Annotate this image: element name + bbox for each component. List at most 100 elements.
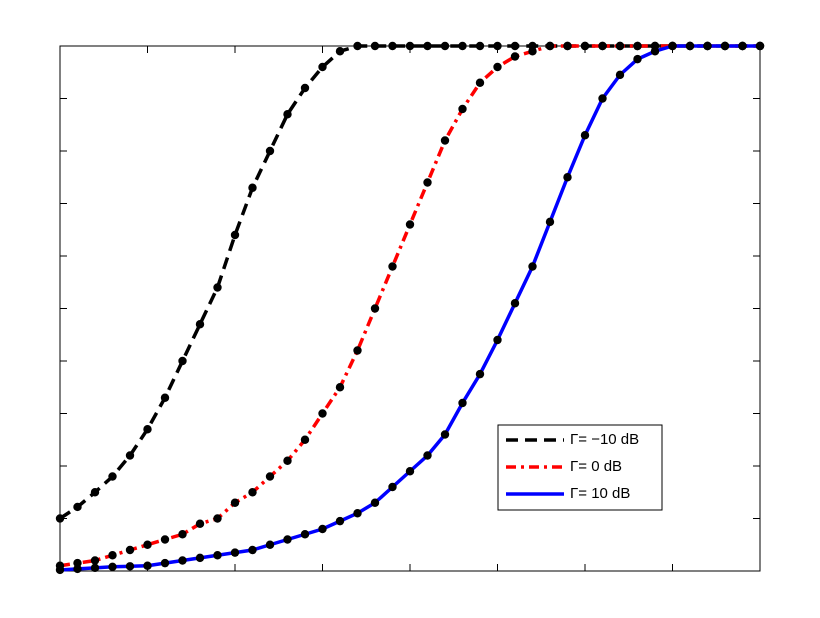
marker xyxy=(615,70,625,80)
marker xyxy=(108,551,117,560)
marker xyxy=(458,41,467,51)
marker xyxy=(650,47,660,56)
marker xyxy=(563,41,572,51)
legend: Γ= −10 dB Γ= 0 dB Γ= 10 dB xyxy=(497,424,663,511)
marker xyxy=(178,530,187,539)
marker xyxy=(633,54,642,64)
marker xyxy=(388,262,397,271)
series-line xyxy=(59,44,760,568)
marker xyxy=(388,41,397,51)
marker xyxy=(300,435,310,444)
marker xyxy=(143,540,152,549)
marker xyxy=(213,283,222,292)
marker xyxy=(318,409,327,418)
marker xyxy=(493,41,502,51)
marker xyxy=(493,335,502,345)
marker xyxy=(335,47,345,56)
marker xyxy=(528,47,537,56)
marker xyxy=(738,41,747,51)
marker xyxy=(318,524,327,534)
marker xyxy=(580,41,590,51)
marker xyxy=(475,369,485,379)
marker xyxy=(195,553,205,563)
marker xyxy=(300,530,310,539)
legend-label: Γ= 0 dB xyxy=(570,458,622,475)
marker xyxy=(703,41,712,51)
marker xyxy=(90,488,100,497)
marker xyxy=(73,564,82,574)
marker xyxy=(300,83,310,93)
marker xyxy=(213,514,222,523)
marker xyxy=(580,131,590,140)
marker xyxy=(685,41,695,51)
marker xyxy=(405,220,415,229)
marker xyxy=(493,62,502,72)
marker xyxy=(195,519,205,528)
marker xyxy=(143,425,152,434)
marker xyxy=(283,456,292,465)
marker xyxy=(230,230,240,240)
marker xyxy=(440,136,450,145)
marker xyxy=(178,356,187,366)
marker xyxy=(195,320,205,329)
marker xyxy=(73,502,82,512)
marker xyxy=(248,545,257,555)
marker xyxy=(528,262,537,271)
legend-label: Γ= 10 dB xyxy=(570,485,630,502)
marker xyxy=(720,41,730,51)
marker xyxy=(265,146,275,156)
marker xyxy=(475,41,485,51)
marker xyxy=(423,41,432,51)
marker xyxy=(108,472,117,481)
marker xyxy=(388,482,397,492)
marker xyxy=(510,299,520,308)
marker xyxy=(90,563,100,573)
marker xyxy=(283,110,292,119)
marker xyxy=(160,558,170,568)
marker xyxy=(248,183,257,192)
marker xyxy=(353,509,362,518)
marker xyxy=(265,472,275,481)
marker xyxy=(510,41,520,51)
marker xyxy=(125,451,135,460)
marker xyxy=(423,178,432,187)
marker xyxy=(405,467,415,476)
marker xyxy=(108,562,117,571)
marker xyxy=(370,304,380,313)
marker xyxy=(423,451,432,460)
marker xyxy=(370,41,380,51)
marker xyxy=(563,173,572,182)
marker xyxy=(160,535,170,544)
marker xyxy=(370,498,380,507)
marker xyxy=(405,41,415,51)
marker xyxy=(265,540,275,549)
marker xyxy=(440,41,450,51)
marker xyxy=(178,556,187,565)
marker xyxy=(90,556,100,565)
marker xyxy=(213,551,222,560)
marker xyxy=(230,498,240,507)
marker xyxy=(335,383,345,392)
marker xyxy=(545,217,555,227)
marker xyxy=(125,545,135,555)
marker xyxy=(668,41,677,51)
marker xyxy=(458,104,467,114)
marker xyxy=(353,41,362,51)
marker xyxy=(73,558,82,568)
marker xyxy=(598,41,607,51)
marker xyxy=(230,548,240,557)
marker xyxy=(143,561,152,570)
marker xyxy=(755,41,765,51)
marker xyxy=(283,535,292,544)
marker xyxy=(318,62,327,72)
marker xyxy=(160,393,170,402)
legend-label: Γ= −10 dB xyxy=(570,431,639,448)
marker xyxy=(353,346,362,355)
marker xyxy=(475,78,485,87)
marker xyxy=(598,94,607,103)
marker xyxy=(335,516,345,526)
marker xyxy=(248,488,257,497)
marker xyxy=(545,41,555,51)
